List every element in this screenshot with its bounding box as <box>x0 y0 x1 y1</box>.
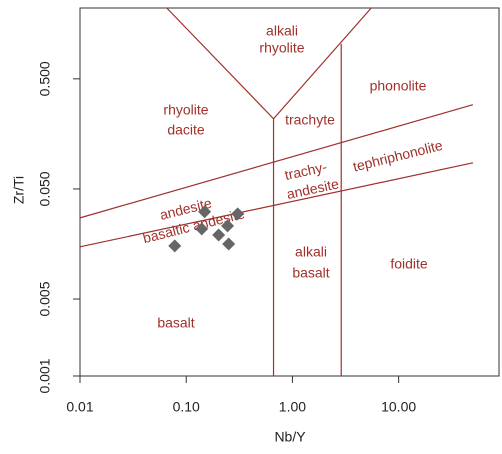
plot-frame <box>79 7 500 377</box>
x-tick-label: 0.10 <box>173 399 200 415</box>
x-axis-label: Nb/Y <box>274 429 306 445</box>
field-label: alkali <box>295 244 327 260</box>
field-label: basalt <box>157 315 194 331</box>
field-label: rhyolite <box>259 40 304 56</box>
field-boundary <box>79 162 474 248</box>
y-tick-label: 0.001 <box>37 358 53 393</box>
data-point <box>222 237 236 251</box>
data-point <box>168 239 182 253</box>
x-tick-label: 10.00 <box>381 399 416 415</box>
x-tick-label: 1.00 <box>279 399 306 415</box>
y-tick-label: 0.005 <box>37 281 53 316</box>
data-point <box>212 228 226 242</box>
field-label: basalt <box>292 265 329 281</box>
field-label: trachyte <box>285 112 335 128</box>
data-point <box>231 207 245 221</box>
data-point <box>198 205 212 219</box>
field-label: tephriphonolite <box>351 137 444 175</box>
field-label: foidite <box>390 256 428 272</box>
field-label: dacite <box>167 122 205 138</box>
y-axis-label: Zr/Ti <box>11 176 27 204</box>
data-point <box>221 219 235 233</box>
field-label: alkali <box>266 23 298 39</box>
field-label: phonolite <box>370 78 427 94</box>
y-tick-label: 0.500 <box>37 61 53 96</box>
data-point <box>195 222 209 236</box>
y-tick-label: 0.050 <box>37 171 53 206</box>
x-tick-label: 0.01 <box>66 399 93 415</box>
field-boundary <box>79 104 474 219</box>
field-label: rhyolite <box>163 102 208 118</box>
